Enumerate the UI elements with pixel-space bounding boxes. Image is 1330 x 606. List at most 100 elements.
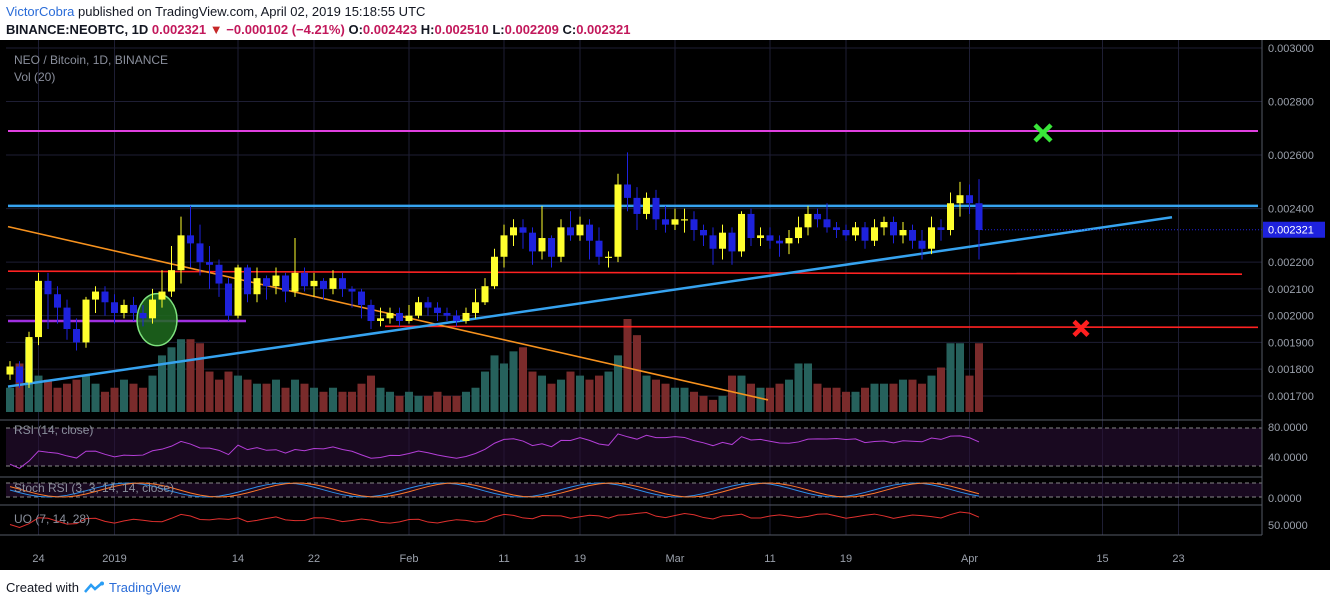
publish-info: VictorCobra published on TradingView.com… [6, 4, 425, 19]
volume-bar [671, 387, 679, 412]
volume-bar [576, 375, 584, 412]
volume-bar [129, 383, 138, 412]
volume-bar [728, 375, 736, 412]
volume-bar [34, 375, 43, 412]
price-tick: 0.002200 [1268, 257, 1314, 269]
volume-bar [357, 383, 366, 412]
volume-bar [642, 375, 651, 412]
candle-body [510, 227, 517, 236]
high-value: 0.002510 [434, 22, 489, 37]
time-tick: 11 [498, 553, 509, 565]
candle-body [871, 227, 878, 241]
volume-bar [186, 339, 195, 412]
rsi-tick: 40.0000 [1268, 452, 1308, 464]
volume-bar [832, 387, 841, 412]
support-line-1 [7, 270, 1243, 275]
candle-body [747, 213, 755, 239]
candle-body [909, 230, 916, 241]
candle-body [272, 275, 280, 287]
volume-bar [348, 391, 356, 412]
volume-bar [414, 395, 423, 412]
volume-bar [775, 383, 784, 412]
volume-bar [367, 375, 375, 412]
volume-bar [44, 379, 52, 412]
time-tick: 11 [764, 553, 775, 565]
author-link[interactable]: VictorCobra [6, 4, 75, 19]
time-tick: 2019 [102, 553, 126, 565]
candle-body [310, 280, 318, 287]
candle-body [291, 272, 299, 292]
volume-bar [785, 379, 793, 412]
candle-body [386, 312, 394, 319]
volume-bar [243, 379, 252, 412]
time-axis[interactable]: 24 2019 14 22 Feb 11 19 Mar 11 19 Apr 15 23 [32, 553, 1184, 565]
candle-body [329, 278, 337, 289]
candle-body [776, 240, 783, 244]
volume-bar [338, 391, 347, 412]
volume-bar [329, 387, 337, 412]
price-tick: 0.001800 [1268, 364, 1314, 376]
volume-bar [405, 391, 413, 412]
volume-bar [386, 391, 394, 412]
ascending-trendline [7, 216, 1173, 388]
volume-bar [861, 387, 869, 412]
uo-tick: 50.0000 [1268, 520, 1308, 532]
candle-body [956, 195, 964, 204]
price-tick: 0.002600 [1268, 150, 1314, 162]
volume-bar [376, 387, 385, 412]
publish-text: published on TradingView.com, April 02, … [78, 4, 426, 19]
rsi-band [6, 428, 1262, 466]
stoch-band [6, 483, 1262, 497]
volume-bar [120, 379, 128, 412]
volume-bar [937, 367, 945, 412]
candle-body [576, 224, 584, 236]
candle-body [348, 288, 356, 292]
volume-bar [310, 387, 318, 412]
volume-bar [281, 387, 290, 412]
candle-body [282, 275, 289, 292]
drawing-lines[interactable] [7, 129, 1259, 401]
candles [6, 152, 983, 388]
candle-body [177, 235, 185, 271]
volume-bar [110, 387, 119, 412]
volume-bar [557, 379, 565, 412]
candle-body [63, 307, 71, 330]
open-value: 0.002423 [362, 22, 418, 37]
volume-bar [53, 387, 62, 412]
volume-bar [690, 391, 698, 412]
volume-bar [889, 383, 898, 412]
candle-body [120, 304, 128, 313]
chart-background [0, 40, 1330, 570]
candle-body [215, 264, 223, 284]
volume-bar [6, 387, 14, 412]
volume-bar [908, 379, 917, 412]
highlight-circle [136, 292, 178, 347]
candle-body [443, 312, 451, 316]
volume-bar [899, 379, 907, 412]
stoch-k-line [9, 482, 980, 498]
time-tick: 19 [840, 553, 852, 565]
time-tick: 23 [1172, 553, 1184, 565]
candle-body [481, 286, 489, 303]
candle-body [671, 219, 679, 225]
volume-bar [433, 391, 442, 412]
volume-bar [196, 343, 204, 412]
chart-area[interactable]: 0.003000 0.002800 0.002600 0.002400 0.002200… [0, 40, 1330, 570]
candle-body [937, 227, 945, 230]
candle-body [263, 278, 270, 287]
volume-bar [975, 343, 983, 412]
volume-bar [205, 371, 214, 412]
volume-bar [91, 383, 100, 412]
candle-body [947, 203, 954, 230]
volume-bar [253, 383, 261, 412]
volume-bar [595, 375, 603, 412]
close-label: C: [562, 22, 577, 37]
volume-bar [443, 395, 451, 412]
candle-body [966, 195, 973, 204]
tradingview-link[interactable]: TradingView [108, 580, 181, 595]
candle-body [92, 291, 99, 300]
candle-body [377, 318, 384, 321]
volume-bar [462, 391, 470, 412]
volume-bar [300, 383, 309, 412]
price-axis[interactable]: 0.003000 0.002800 0.002600 0.002400 0.002200… [979, 40, 1330, 570]
